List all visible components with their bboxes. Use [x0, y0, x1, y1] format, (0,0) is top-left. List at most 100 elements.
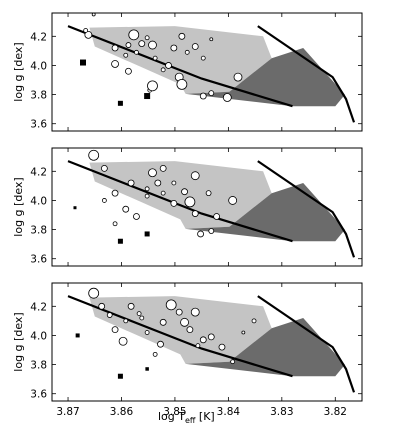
x-axis-label-unit: [K]: [195, 410, 214, 423]
open-point: [144, 186, 150, 192]
filled-point: [73, 206, 77, 210]
filled-point: [144, 231, 150, 237]
panel-bottom: 3.6 3.8 4.0 4.2 3.87 3.86 3.85 3.84 3.83 3.82 log …: [12, 282, 363, 418]
panel-top: 3.6 3.8 4.0 4.2 log g [dex]: [12, 12, 363, 132]
open-point: [159, 164, 167, 172]
y-tick-label: 3.8: [30, 360, 47, 372]
open-point: [84, 30, 93, 39]
open-point: [165, 62, 172, 69]
y-tick-label: 3.8: [30, 225, 47, 237]
y-tick-label: 4.2: [30, 301, 47, 313]
open-point: [180, 317, 189, 327]
y-axis-label: log g [dex]: [12, 312, 25, 371]
open-point: [128, 29, 140, 41]
open-point: [98, 302, 106, 310]
open-point: [138, 40, 146, 47]
y-axis-label: log g [dex]: [12, 177, 25, 236]
open-point: [170, 199, 178, 207]
open-point: [144, 35, 150, 41]
open-point: [157, 340, 164, 348]
open-point: [222, 93, 232, 102]
boundary-line-2: [257, 25, 356, 123]
open-point: [111, 326, 119, 334]
filled-point: [144, 93, 151, 100]
open-point: [148, 40, 157, 50]
x-tick-label: 3.86: [110, 406, 134, 418]
open-point: [228, 196, 238, 205]
open-point: [165, 299, 177, 311]
plot-area: [67, 287, 356, 393]
open-point: [199, 336, 207, 344]
panel-middle: 3.6 3.8 4.0 4.2 log g [dex]: [12, 147, 363, 267]
boundary-line-1: [67, 295, 293, 378]
open-point: [213, 213, 221, 220]
boundary-line-2: [257, 295, 356, 393]
boundary-line-2: [257, 160, 356, 258]
plot-area: [67, 13, 356, 123]
dark-region: [185, 318, 345, 377]
open-point: [123, 318, 129, 324]
open-point: [195, 343, 201, 349]
open-point: [191, 210, 199, 217]
y-tick-label: 4.0: [30, 60, 47, 72]
open-point: [122, 205, 130, 213]
x-axis-label-main: log T: [158, 410, 185, 423]
open-point: [123, 52, 129, 58]
open-point: [184, 196, 196, 208]
open-point: [147, 80, 158, 92]
open-point: [139, 315, 145, 321]
y-tick-label: 4.0: [30, 195, 47, 207]
y-tick-label: 3.8: [30, 90, 47, 102]
boundary-line-1: [67, 25, 293, 108]
open-point: [125, 67, 132, 75]
dark-region: [185, 48, 345, 107]
open-point: [159, 318, 167, 326]
open-point: [207, 333, 215, 341]
open-point: [83, 28, 89, 33]
open-point: [208, 90, 215, 97]
open-point: [209, 37, 214, 42]
y-tick-label: 4.2: [30, 166, 47, 178]
axes-frame: [51, 282, 363, 402]
open-point: [178, 32, 186, 40]
open-point: [111, 60, 119, 68]
open-point: [144, 330, 150, 335]
open-point: [241, 330, 246, 335]
panels: 3.6 3.8 4.0 4.2 log g [dex] 3.6 3.8 4.0 4.2 log g…: [12, 12, 363, 418]
filled-point: [117, 100, 123, 106]
open-point: [230, 359, 236, 365]
open-point: [127, 179, 135, 187]
open-point: [88, 149, 100, 161]
y-tick-label: 3.6: [30, 119, 47, 131]
x-tick-label: 3.82: [324, 406, 347, 418]
open-point: [186, 326, 194, 334]
open-point: [205, 190, 212, 197]
open-point: [190, 171, 200, 181]
filled-point: [75, 333, 80, 338]
open-point: [160, 67, 166, 73]
filled-point: [117, 238, 123, 244]
open-point: [91, 13, 96, 17]
open-point: [112, 221, 118, 227]
open-point: [133, 213, 140, 220]
y-tick-label: 3.6: [30, 254, 47, 266]
open-point: [154, 179, 162, 187]
open-point: [199, 92, 207, 100]
y-axis-label: log g [dex]: [12, 42, 25, 101]
open-point: [148, 168, 157, 178]
y-tick-label: 4.0: [30, 330, 47, 342]
open-point: [184, 49, 190, 55]
open-point: [136, 311, 142, 316]
open-point: [208, 228, 215, 234]
axes-frame: [51, 12, 363, 132]
open-point: [181, 188, 188, 196]
open-point: [175, 308, 183, 316]
y-tick-label: 3.6: [30, 389, 47, 401]
x-tick-label: 3.87: [56, 406, 79, 418]
light-region: [89, 26, 272, 94]
dark-region: [185, 183, 345, 242]
open-point: [127, 302, 135, 310]
open-point: [200, 55, 206, 61]
open-point: [134, 49, 139, 55]
x-tick-label: 3.83: [270, 406, 293, 418]
